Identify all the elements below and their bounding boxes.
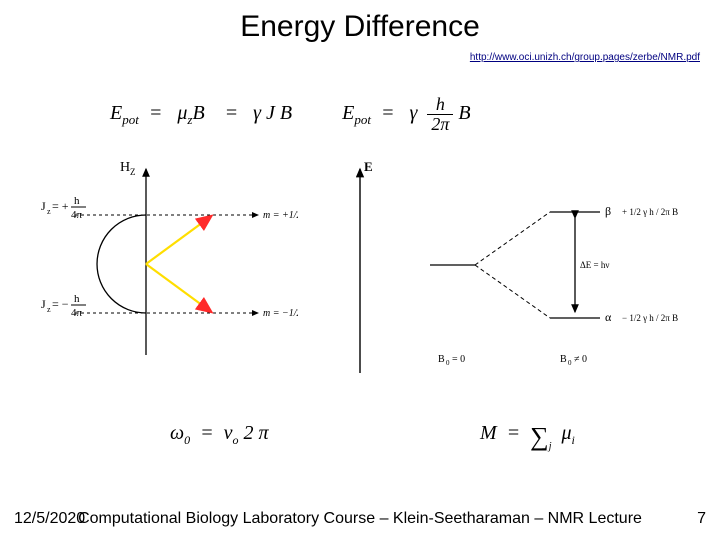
svg-text:z: z — [47, 305, 51, 314]
b0-left: = 0 — [452, 354, 465, 365]
footer-pagenum: 7 — [697, 510, 706, 528]
footer-course: Computational Biology Laboratory Course … — [0, 510, 720, 528]
eq2-frac: h 2π — [427, 95, 453, 134]
eq3: ω0 = νo 2 π — [170, 422, 269, 448]
eq2-gamma: γ — [410, 102, 418, 124]
svg-text:0: 0 — [446, 359, 450, 367]
svg-text:Z: Z — [130, 167, 136, 177]
beta-value: + 1/2 γ h / 2π B — [622, 207, 678, 217]
svg-text:= −: = − — [52, 297, 69, 311]
eq1-mid1: μzB — [177, 102, 204, 124]
left-diagram: H Z J z = + h 4π J z = − h 4π m = +1/2 m… — [38, 155, 298, 375]
center-axis-label: E — [364, 159, 373, 174]
b0-right: ≠ 0 — [574, 354, 587, 365]
page-title: Energy Difference — [0, 10, 720, 44]
svg-text:h: h — [74, 195, 80, 207]
svg-text:h: h — [74, 293, 80, 305]
center-axis: E — [330, 155, 390, 385]
eq1-lhs: Epot — [110, 102, 139, 124]
eq1-mid2: γ J B — [253, 102, 292, 124]
svg-text:J: J — [41, 297, 46, 311]
beta-label: β — [605, 204, 611, 218]
svg-text:B: B — [560, 354, 567, 365]
m-top-label: m = +1/2 — [263, 210, 298, 221]
svg-text:0: 0 — [568, 359, 572, 367]
m-bot-label: m = −1/2 — [263, 308, 298, 319]
eq2-lhs: Epot — [342, 102, 371, 124]
svg-text:4π: 4π — [71, 307, 83, 319]
svg-text:4π: 4π — [71, 209, 83, 221]
svg-text:B: B — [438, 354, 445, 365]
alpha-label: α — [605, 310, 612, 324]
eq4: M = ∑j μi — [480, 422, 575, 452]
equation-row-top: Epot = μzB = γ J B Epot = γ h 2π B — [110, 95, 471, 134]
right-diagram: ΔE = hν β α + 1/2 γ h / 2π B − 1/2 γ h /… — [420, 170, 700, 380]
source-link[interactable]: http://www.oci.unizh.ch/group.pages/zerb… — [470, 52, 700, 63]
svg-text:H: H — [120, 160, 130, 175]
eq2-B: B — [458, 102, 470, 124]
alpha-value: − 1/2 γ h / 2π B — [622, 313, 678, 323]
svg-text:z: z — [47, 207, 51, 216]
svg-text:J: J — [41, 199, 46, 213]
delta-e-label: ΔE = hν — [580, 260, 609, 270]
svg-text:= +: = + — [52, 199, 69, 213]
